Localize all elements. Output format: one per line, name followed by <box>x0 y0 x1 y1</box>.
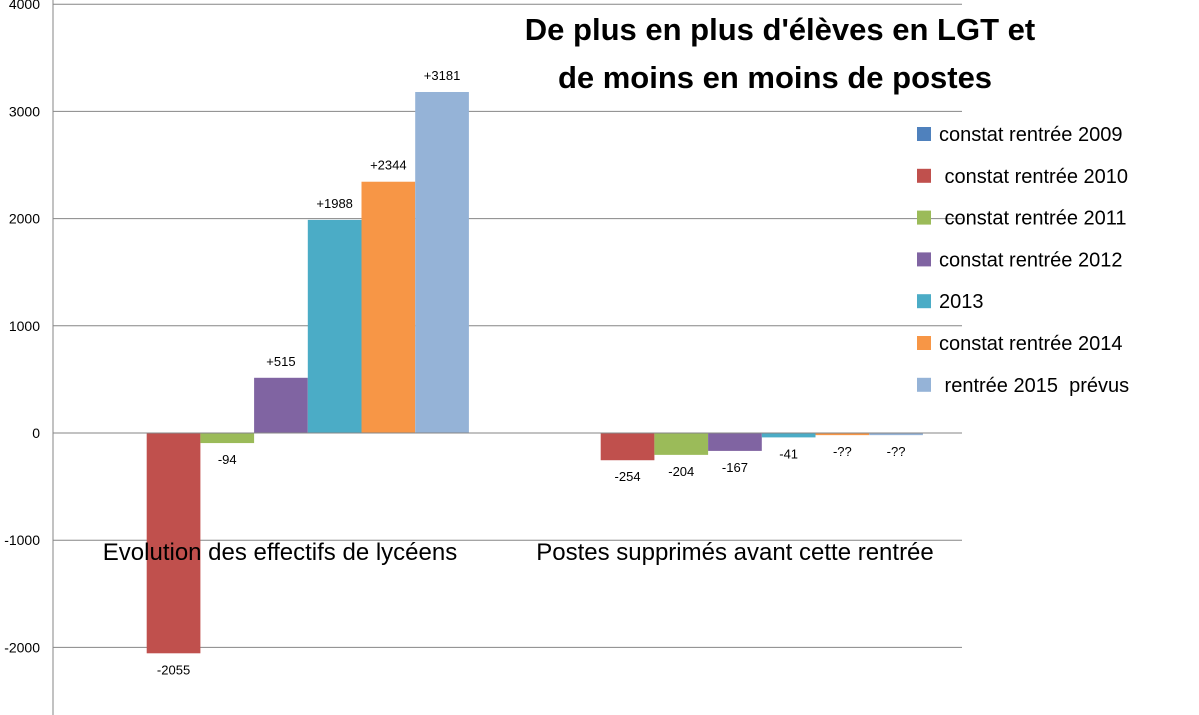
legend-swatch <box>917 127 931 141</box>
data-label: +1988 <box>316 196 353 211</box>
bar <box>146 433 201 654</box>
legend-label: constat rentrée 2012 <box>939 249 1122 271</box>
data-label: -?? <box>833 444 852 459</box>
y-tick-labels: 4000 3000 2000 1000 0 -1000 -2000 <box>4 0 40 655</box>
y-tick-label: -2000 <box>4 639 40 655</box>
data-label: -167 <box>722 460 748 475</box>
legend-swatch <box>917 168 931 183</box>
legend-label: constat rentrée 2010 <box>939 166 1128 188</box>
bar <box>361 181 416 433</box>
legend-swatch <box>917 210 931 225</box>
data-label: +3181 <box>424 68 461 83</box>
category-labels: Evolution des effectifs de lycéens Postes… <box>103 539 934 566</box>
y-tick-label: 4000 <box>9 0 40 12</box>
bar <box>307 219 362 433</box>
y-tick-label: 2000 <box>9 211 40 227</box>
data-label: -204 <box>668 464 694 479</box>
chart-title-line-2: de moins en moins de postes <box>558 60 992 95</box>
data-label: -2055 <box>157 662 190 677</box>
data-label: -?? <box>887 444 906 459</box>
bar <box>708 433 762 451</box>
legend-label: constat rentrée 2009 <box>939 124 1122 146</box>
bar <box>761 433 816 438</box>
chart-title: De plus en plus d'élèves en LGT et de mo… <box>525 12 1035 95</box>
data-label: -94 <box>218 452 237 467</box>
bar <box>815 433 870 436</box>
legend-label: rentrée 2015 prévus <box>939 375 1129 397</box>
y-tick-label: 3000 <box>9 103 40 119</box>
bar <box>254 377 308 433</box>
bars <box>146 91 923 654</box>
y-tick-label: -1000 <box>4 532 40 548</box>
data-label: -41 <box>779 446 798 461</box>
data-label: +2344 <box>370 158 407 173</box>
legend-label: constat rentrée 2014 <box>939 333 1122 355</box>
legend-swatch <box>917 336 931 350</box>
data-label: -254 <box>615 469 641 484</box>
bar <box>415 91 469 434</box>
y-tick-label: 0 <box>32 425 40 441</box>
y-tick-label: 1000 <box>9 318 40 334</box>
data-label: +515 <box>266 354 295 369</box>
legend-swatch <box>917 294 931 309</box>
data-labels: -2055 -254 -94 -204 +515 -167 +1988 -41 +2344 -??… <box>157 68 906 677</box>
gridlines <box>53 3 962 648</box>
category-label: Postes supprimés avant cette rentrée <box>536 539 934 566</box>
legend-label: constat rentrée 2011 <box>939 208 1127 230</box>
legend-label: 2013 <box>939 291 984 313</box>
legend: constat rentrée 2009 constat rentrée 201… <box>917 124 1129 397</box>
legend-swatch <box>917 377 931 392</box>
bar <box>654 433 709 455</box>
bar <box>600 433 655 461</box>
bar <box>200 433 255 444</box>
chart-title-line-1: De plus en plus d'élèves en LGT et <box>525 12 1035 47</box>
category-label: Evolution des effectifs de lycéens <box>103 539 457 566</box>
legend-swatch <box>917 252 931 267</box>
bar <box>869 433 923 436</box>
